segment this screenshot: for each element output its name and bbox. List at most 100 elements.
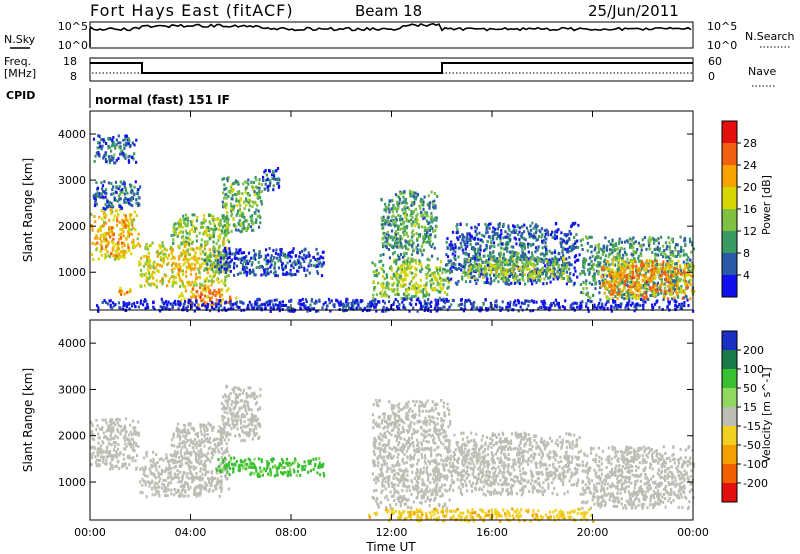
data-cell bbox=[468, 299, 472, 303]
data-cell bbox=[217, 302, 220, 306]
data-cell bbox=[417, 225, 420, 229]
data-cell bbox=[637, 241, 641, 245]
data-cell bbox=[524, 238, 527, 242]
data-cell bbox=[621, 295, 624, 299]
data-cell bbox=[119, 307, 122, 310]
data-cell bbox=[636, 281, 639, 285]
data-cell bbox=[668, 248, 672, 251]
data-cell bbox=[279, 259, 283, 263]
data-cell bbox=[645, 290, 648, 294]
data-cell bbox=[103, 140, 106, 144]
data-cell bbox=[463, 260, 466, 263]
data-cell bbox=[497, 243, 500, 247]
data-cell bbox=[228, 250, 231, 254]
data-cell bbox=[299, 306, 302, 310]
data-cell bbox=[438, 296, 441, 300]
data-cell bbox=[685, 265, 688, 269]
nsky-tick-bottom: 10^0 bbox=[58, 39, 88, 52]
data-cell bbox=[610, 284, 613, 288]
data-cell bbox=[612, 245, 615, 249]
data-cell bbox=[253, 192, 256, 196]
data-cell bbox=[264, 254, 267, 258]
data-cell bbox=[208, 259, 211, 263]
data-cell bbox=[114, 146, 117, 150]
data-cell bbox=[133, 210, 136, 214]
data-cell bbox=[614, 272, 617, 276]
data-cell bbox=[685, 253, 688, 257]
data-cell bbox=[523, 273, 526, 276]
data-cell bbox=[504, 268, 507, 272]
data-cell bbox=[483, 249, 486, 253]
data-cell bbox=[238, 201, 241, 205]
data-cell bbox=[101, 195, 104, 199]
data-cell bbox=[624, 267, 627, 270]
data-cell bbox=[431, 272, 434, 275]
data-cell bbox=[502, 267, 505, 271]
data-cell bbox=[677, 277, 680, 281]
data-cell bbox=[394, 238, 397, 242]
data-cell bbox=[615, 258, 618, 262]
data-cell bbox=[372, 293, 375, 297]
data-cell bbox=[612, 258, 615, 262]
data-cell bbox=[406, 265, 409, 269]
data-cell bbox=[454, 281, 457, 285]
data-cell bbox=[631, 285, 634, 288]
data-cell bbox=[508, 262, 511, 266]
data-cell bbox=[653, 293, 656, 297]
data-cell bbox=[207, 214, 211, 217]
data-cell bbox=[174, 222, 177, 226]
freq-panel bbox=[89, 57, 694, 82]
data-cell bbox=[656, 238, 659, 242]
data-cell bbox=[384, 240, 387, 244]
data-cell bbox=[571, 222, 574, 225]
data-cell bbox=[316, 252, 320, 256]
data-cell bbox=[255, 191, 259, 195]
data-cell bbox=[627, 265, 630, 269]
data-cell bbox=[493, 278, 496, 282]
data-cell bbox=[402, 195, 405, 199]
data-cell bbox=[671, 261, 674, 265]
data-cell bbox=[390, 287, 393, 291]
data-cell bbox=[225, 196, 228, 200]
data-cell bbox=[566, 239, 569, 243]
data-cell bbox=[143, 284, 146, 288]
data-cell bbox=[105, 238, 108, 242]
data-cell bbox=[575, 233, 578, 237]
data-cell bbox=[691, 241, 694, 245]
data-cell bbox=[188, 229, 191, 233]
data-cell bbox=[160, 245, 163, 248]
data-cell bbox=[403, 263, 406, 267]
data-cell bbox=[618, 294, 621, 298]
data-cell bbox=[223, 187, 226, 191]
data-cell bbox=[252, 181, 255, 184]
data-cell bbox=[679, 250, 682, 254]
data-cell bbox=[241, 222, 244, 226]
data-cell bbox=[210, 283, 213, 287]
data-cell bbox=[526, 245, 530, 249]
data-cell bbox=[213, 247, 217, 251]
data-cell bbox=[642, 243, 645, 247]
data-cell bbox=[673, 284, 676, 288]
data-cell bbox=[499, 239, 502, 243]
data-cell bbox=[416, 290, 419, 294]
data-cell bbox=[425, 283, 428, 287]
data-cell bbox=[109, 255, 112, 259]
data-cell bbox=[518, 230, 521, 234]
data-cell bbox=[214, 294, 217, 298]
data-cell bbox=[662, 294, 666, 298]
data-cell bbox=[277, 306, 280, 309]
data-cell bbox=[237, 209, 240, 213]
data-cell bbox=[187, 298, 190, 302]
data-cell bbox=[96, 191, 99, 195]
data-cell bbox=[112, 205, 115, 209]
data-cell bbox=[124, 224, 127, 228]
data-cell bbox=[580, 243, 583, 247]
data-cell bbox=[506, 246, 509, 250]
data-cell bbox=[476, 306, 479, 310]
data-cell bbox=[475, 242, 478, 246]
data-cell bbox=[666, 270, 670, 274]
data-cell bbox=[399, 227, 402, 231]
data-cell bbox=[521, 275, 524, 279]
data-cell bbox=[475, 233, 478, 237]
data-cell bbox=[189, 238, 192, 242]
